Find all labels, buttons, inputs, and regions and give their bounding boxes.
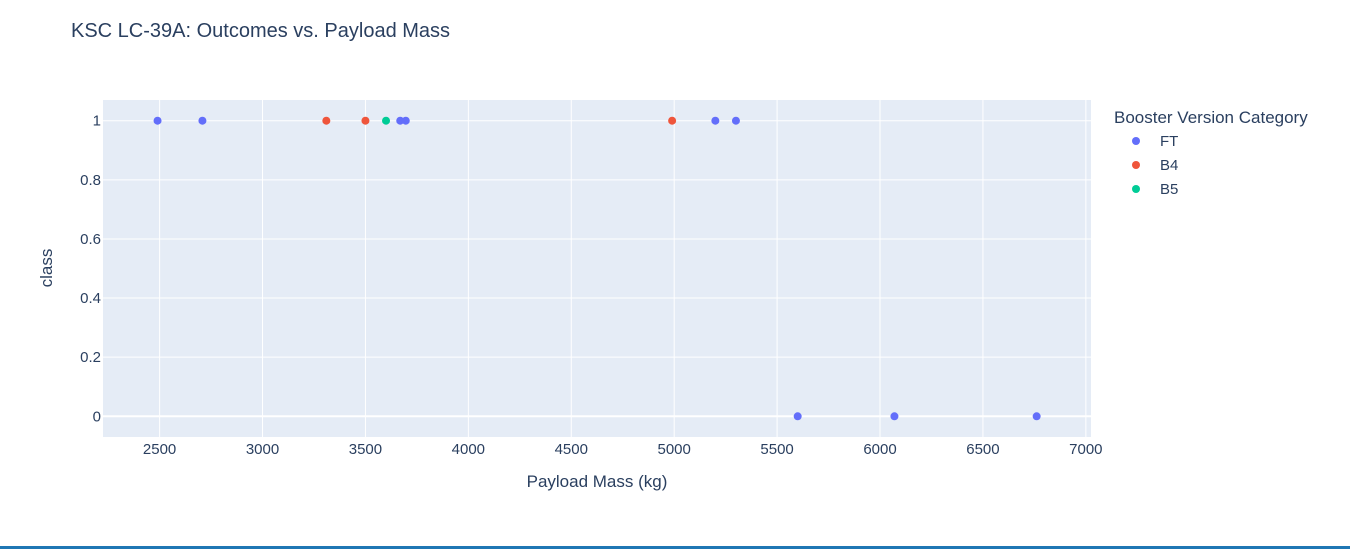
legend-label: B5 bbox=[1160, 181, 1178, 198]
legend-title: Booster Version Category bbox=[1114, 108, 1308, 127]
data-point-ft[interactable] bbox=[793, 412, 802, 421]
y-tick-label: 1 bbox=[93, 113, 101, 130]
x-tick-label: 6500 bbox=[966, 441, 999, 458]
y-tick-label: 0.8 bbox=[80, 172, 101, 189]
legend: Booster Version Category FT B4 B5 bbox=[1114, 108, 1308, 198]
x-tick-label: 3000 bbox=[246, 441, 279, 458]
x-tick-label: 2500 bbox=[143, 441, 176, 458]
y-tick-label: 0.6 bbox=[80, 231, 101, 248]
data-point-b4[interactable] bbox=[322, 116, 331, 125]
x-tick-label: 4500 bbox=[555, 441, 588, 458]
y-tick-label: 0.2 bbox=[80, 349, 101, 366]
legend-marker bbox=[1132, 137, 1140, 145]
data-point-ft[interactable] bbox=[396, 116, 405, 125]
legend-label: B4 bbox=[1160, 157, 1178, 174]
data-point-b5[interactable] bbox=[382, 116, 391, 125]
x-tick-label: 3500 bbox=[349, 441, 382, 458]
axis-ticks: 2500 3000 3500 4000 4500 5000 5500 6000 6500 7000… bbox=[80, 113, 1102, 458]
data-point-ft[interactable] bbox=[1032, 412, 1041, 421]
bottom-divider bbox=[0, 546, 1350, 549]
data-point-ft[interactable] bbox=[711, 116, 720, 125]
legend-marker bbox=[1132, 161, 1140, 169]
legend-marker bbox=[1132, 185, 1140, 193]
data-point-b4[interactable] bbox=[668, 116, 677, 125]
data-point-ft[interactable] bbox=[890, 412, 899, 421]
x-tick-label: 6000 bbox=[863, 441, 896, 458]
plot-area[interactable] bbox=[103, 100, 1091, 437]
data-point-b4[interactable] bbox=[361, 116, 370, 125]
data-point-ft[interactable] bbox=[731, 116, 740, 125]
legend-item-ft[interactable]: FT bbox=[1132, 133, 1178, 150]
data-points bbox=[153, 116, 1041, 421]
x-tick-label: 7000 bbox=[1069, 441, 1102, 458]
y-tick-label: 0.4 bbox=[80, 290, 101, 307]
data-point-ft[interactable] bbox=[198, 116, 207, 125]
data-point-ft[interactable] bbox=[401, 116, 410, 125]
gridlines bbox=[103, 100, 1091, 437]
x-tick-label: 5000 bbox=[658, 441, 691, 458]
x-tick-label: 4000 bbox=[452, 441, 485, 458]
legend-item-b4[interactable]: B4 bbox=[1132, 157, 1178, 174]
x-tick-label: 5500 bbox=[760, 441, 793, 458]
x-axis-label: Payload Mass (kg) bbox=[527, 472, 668, 491]
chart-title: KSC LC-39A: Outcomes vs. Payload Mass bbox=[71, 20, 450, 42]
data-point-ft[interactable] bbox=[153, 116, 162, 125]
legend-label: FT bbox=[1160, 133, 1178, 150]
legend-item-b5[interactable]: B5 bbox=[1132, 181, 1178, 198]
y-axis-label: class bbox=[37, 249, 56, 288]
y-tick-label: 0 bbox=[93, 408, 101, 425]
